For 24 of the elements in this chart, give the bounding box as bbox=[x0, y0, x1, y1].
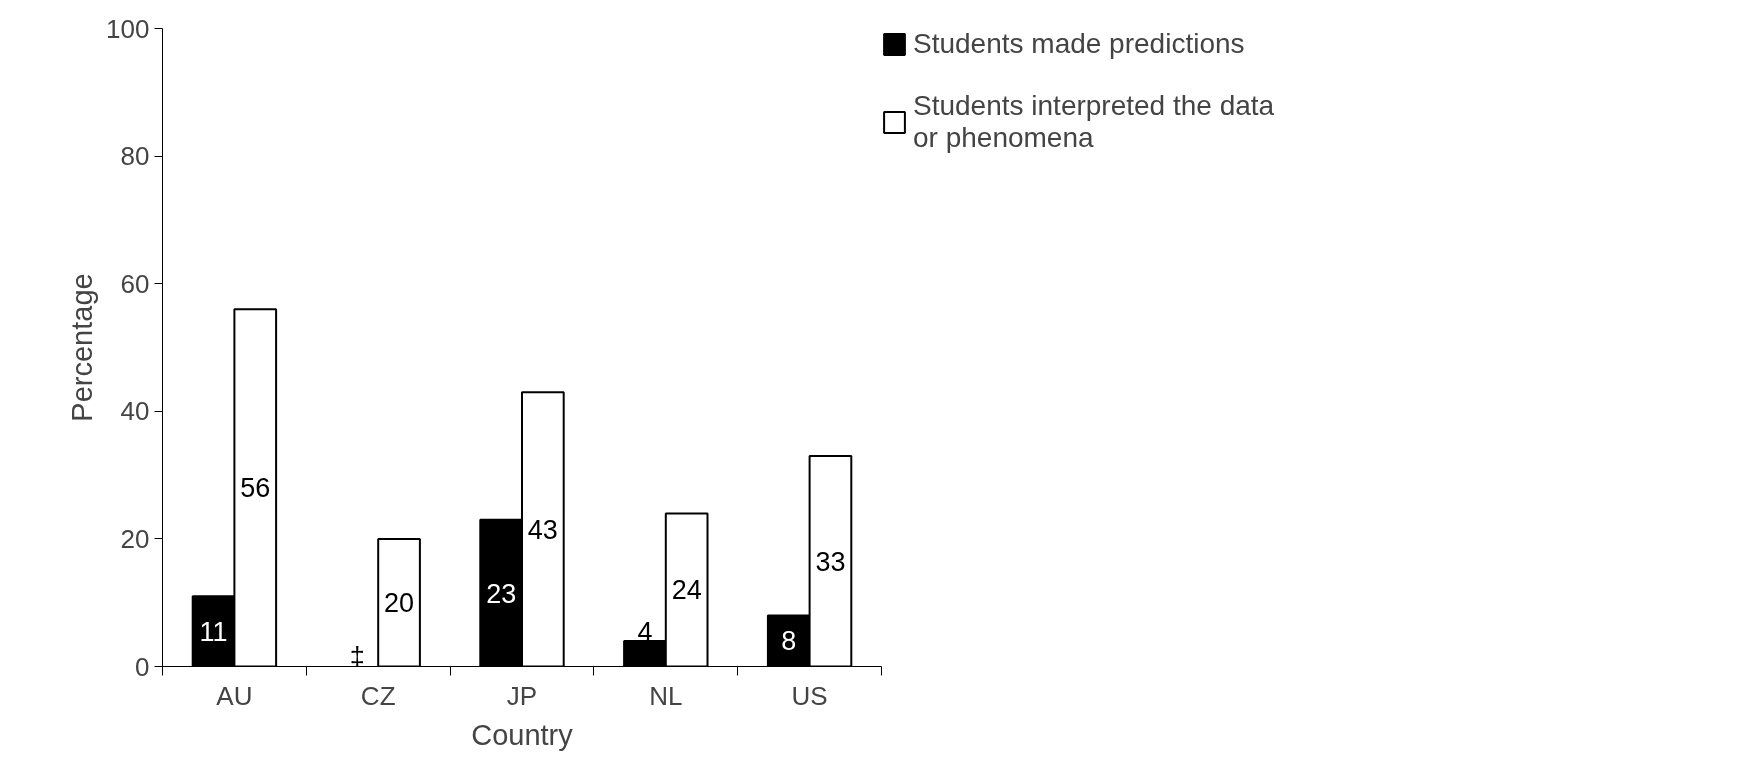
y-tick-label: 0 bbox=[135, 651, 150, 682]
y-axis-title: Percentage bbox=[66, 273, 99, 422]
y-tick-label: 80 bbox=[120, 141, 150, 172]
x-tick-label: AU bbox=[216, 680, 253, 711]
x-tick-label: CZ bbox=[360, 680, 396, 711]
x-tick-label: JP bbox=[506, 680, 538, 711]
legend-label: Students made predictions bbox=[913, 28, 1245, 60]
data-label: 33 bbox=[815, 546, 846, 577]
data-label: 43 bbox=[527, 514, 558, 545]
data-label: 24 bbox=[671, 575, 702, 606]
y-tick-label: 20 bbox=[120, 523, 150, 554]
data-label: 8 bbox=[781, 626, 797, 657]
data-label: 4 bbox=[637, 616, 653, 647]
data-label: 11 bbox=[199, 616, 228, 647]
y-tick-label: 100 bbox=[106, 13, 150, 44]
data-label: 20 bbox=[384, 588, 415, 619]
y-tick-label: 40 bbox=[120, 396, 150, 427]
data-label: 23 bbox=[486, 578, 517, 609]
x-axis-title: Country bbox=[471, 718, 574, 751]
x-tick-label: NL bbox=[649, 680, 683, 711]
y-tick-label: 60 bbox=[120, 268, 150, 299]
x-tick-label: US bbox=[791, 680, 828, 711]
legend-label: Students interpreted the data or phenomena bbox=[913, 90, 1275, 154]
data-label: 56 bbox=[240, 473, 271, 504]
